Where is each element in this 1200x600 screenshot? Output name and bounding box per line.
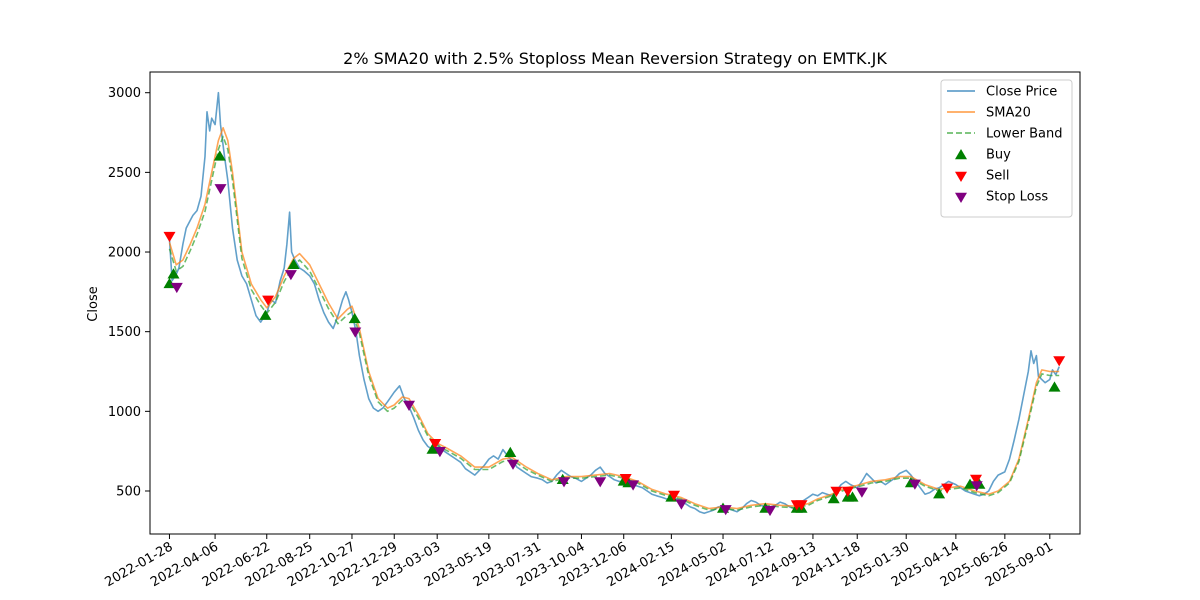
sell-marker xyxy=(163,231,176,243)
stop-loss-marker xyxy=(970,481,983,492)
buy-marker xyxy=(964,478,976,489)
sell-marker xyxy=(429,439,442,450)
stop-loss-marker xyxy=(349,327,362,338)
stop-loss-marker xyxy=(403,400,415,411)
stop-loss-marker xyxy=(675,499,688,510)
stop-loss-marker xyxy=(764,505,776,517)
legend-label-lower-band: Lower Band xyxy=(986,127,1062,142)
legend-label-stop-loss: Stop Loss xyxy=(986,190,1048,205)
plot-area xyxy=(149,71,1081,535)
y-axis: 500 1000 1500 2000 2500 3000 xyxy=(108,86,150,499)
series-line-lower-band xyxy=(168,135,1060,511)
stop-loss-marker xyxy=(855,487,868,498)
plot-frame xyxy=(149,71,1081,535)
legend-label-buy: Buy xyxy=(986,148,1011,163)
sell-marker xyxy=(970,474,982,485)
buy-marker xyxy=(167,268,180,279)
stop-loss-marker xyxy=(170,282,183,294)
sell-marker xyxy=(619,474,632,485)
legend-swatch-buy xyxy=(955,149,967,160)
buy-marker xyxy=(348,312,361,324)
legend-label-sma20: SMA20 xyxy=(986,106,1031,121)
legend-swatch-stop-loss xyxy=(955,192,967,203)
buy-marker xyxy=(846,491,859,502)
y-tick-label: 1500 xyxy=(108,325,141,340)
y-axis-label: Close xyxy=(86,286,101,321)
stop-loss-marker xyxy=(627,480,640,491)
y-tick-label: 2000 xyxy=(108,246,141,261)
stop-loss-marker xyxy=(214,184,227,195)
buy-marker xyxy=(287,258,300,269)
stop-loss-marker xyxy=(433,447,446,458)
sell-marker xyxy=(1053,356,1066,367)
buy-marker xyxy=(1048,381,1061,392)
legend-label-sell: Sell xyxy=(986,169,1009,184)
sell-marker xyxy=(262,295,275,306)
stop-loss-marker xyxy=(908,479,921,490)
buy-marker xyxy=(504,446,517,457)
sell-marker xyxy=(841,486,854,497)
stop-loss-marker xyxy=(558,477,570,488)
y-tick-label: 1000 xyxy=(108,405,141,420)
y-tick-label: 3000 xyxy=(108,86,141,101)
sell-marker xyxy=(795,500,808,511)
series-line-sma20 xyxy=(168,127,1060,510)
buy-marker xyxy=(933,488,946,499)
legend-label-close-price: Close Price xyxy=(986,85,1057,100)
y-tick-label: 2500 xyxy=(108,166,141,181)
y-tick-label: 500 xyxy=(116,484,141,499)
legend-swatch-sell xyxy=(955,171,967,182)
sell-marker xyxy=(668,490,680,501)
stop-loss-marker xyxy=(507,459,519,470)
chart-title: 2% SMA20 with 2.5% Stoploss Mean Reversi… xyxy=(343,49,887,68)
stop-loss-marker xyxy=(594,477,607,488)
buy-marker xyxy=(213,150,226,161)
sell-marker xyxy=(941,483,954,494)
buy-marker xyxy=(259,309,272,320)
buy-marker xyxy=(426,443,439,454)
stop-loss-marker xyxy=(284,270,297,281)
buy-marker xyxy=(827,493,840,504)
legend: Close Price SMA20 Lower Band Buy Sell Stop Lo… xyxy=(940,79,1073,218)
legend-frame xyxy=(940,79,1073,218)
sell-marker xyxy=(830,486,843,497)
stop-loss-marker xyxy=(719,505,732,516)
